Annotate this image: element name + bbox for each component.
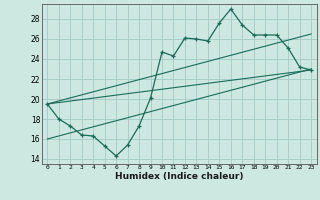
X-axis label: Humidex (Indice chaleur): Humidex (Indice chaleur) (115, 172, 244, 181)
